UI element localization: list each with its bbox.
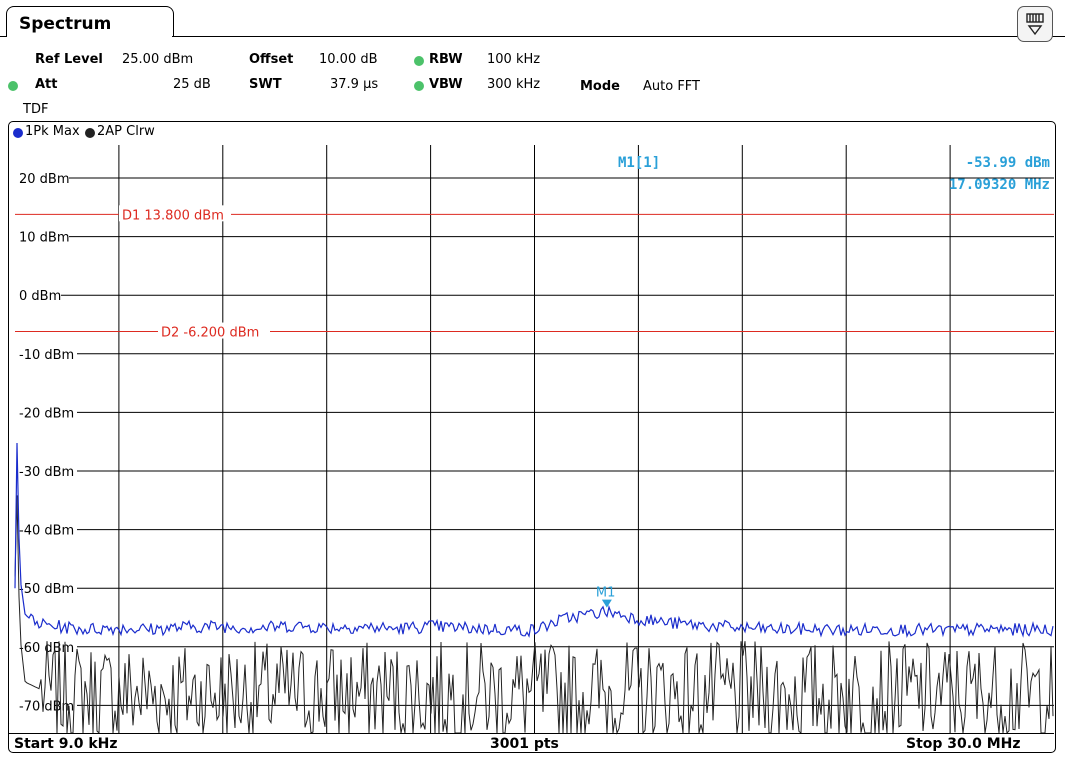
- display-line-label-background: [158, 322, 270, 339]
- marker-readout-frequency: 17.09320 MHz: [949, 177, 1050, 193]
- rbw-coupled-indicator: [414, 56, 424, 66]
- att-value: 25 dB: [173, 77, 211, 92]
- vbw-value: 300 kHz: [487, 77, 541, 92]
- y-tick-label: -50 dBm: [19, 582, 74, 597]
- tdf-label: TDF: [23, 102, 49, 117]
- display-line-label-background: [119, 205, 231, 222]
- start-frequency: Start 9.0 kHz: [14, 736, 118, 752]
- rbw-label: RBW: [429, 52, 463, 67]
- tab-label: Spectrum: [19, 14, 112, 34]
- mode-label: Mode: [580, 79, 620, 94]
- y-tick-label: -40 dBm: [19, 524, 74, 539]
- y-tick-label: 0 dBm: [19, 289, 61, 304]
- marker-m1-label: M1: [596, 586, 616, 601]
- vbw-label: VBW: [429, 77, 463, 92]
- offset-label: Offset: [249, 52, 294, 67]
- trace-1-pk-max: [14, 442, 1054, 639]
- att-coupled-indicator: [8, 81, 18, 91]
- diagram-frame: [8, 121, 1056, 753]
- trace-2-clrw: [14, 495, 1054, 735]
- trace2-legend: 2AP Clrw: [97, 124, 155, 139]
- y-tick-label: -10 dBm: [19, 348, 74, 363]
- tab-divider: [0, 36, 7, 37]
- mode-value: Auto FFT: [643, 79, 700, 94]
- marker-readout-label: M1[1]: [618, 155, 660, 171]
- tab-divider: [172, 36, 1065, 37]
- y-tick-label: -30 dBm: [19, 465, 74, 480]
- window-menu-button[interactable]: [1017, 6, 1053, 42]
- trace1-indicator: [13, 128, 23, 138]
- display-line-label: D1 13.800 dBm: [122, 208, 224, 223]
- y-tick-label: 20 dBm: [19, 172, 70, 187]
- ref-level-label: Ref Level: [35, 52, 103, 67]
- display-line-label: D2 -6.200 dBm: [161, 326, 259, 341]
- trace2-indicator: [85, 128, 95, 138]
- rbw-value: 100 kHz: [487, 52, 541, 67]
- y-tick-label: 10 dBm: [19, 231, 70, 246]
- offset-value: 10.00 dB: [319, 52, 378, 67]
- marker-m1-triangle: [601, 599, 612, 608]
- marker-readout-level: -53.99 dBm: [966, 155, 1050, 171]
- swt-value: 37.9 µs: [330, 77, 379, 92]
- tab-spectrum[interactable]: Spectrum: [6, 6, 174, 37]
- window-menu-icon: [1026, 13, 1044, 36]
- att-label: Att: [35, 77, 58, 92]
- vbw-coupled-indicator: [414, 81, 424, 91]
- sweep-points: 3001 pts: [490, 736, 559, 752]
- diagram-footer: [8, 733, 1054, 754]
- ref-level-value: 25.00 dBm: [122, 52, 194, 67]
- y-tick-label: -20 dBm: [19, 406, 74, 421]
- stop-frequency: Stop 30.0 MHz: [906, 736, 1021, 752]
- swt-label: SWT: [249, 77, 282, 92]
- trace1-legend: 1Pk Max: [25, 124, 80, 139]
